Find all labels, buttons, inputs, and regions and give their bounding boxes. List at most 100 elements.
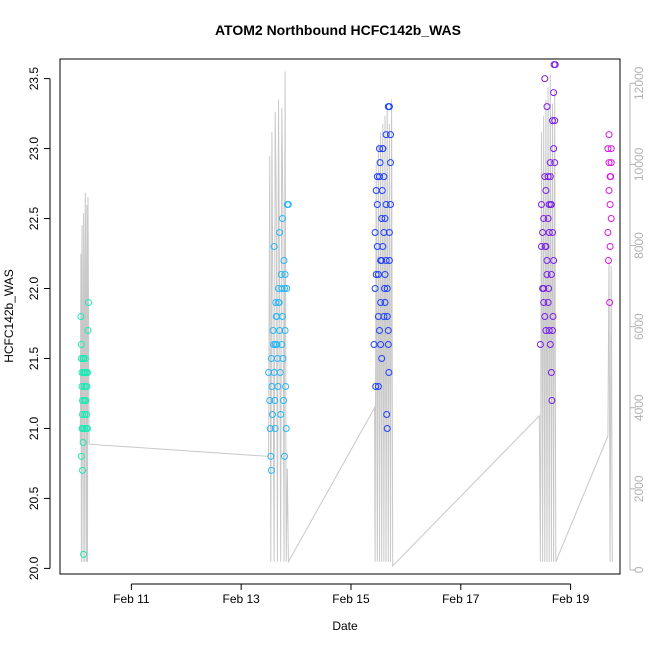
data-point — [380, 173, 388, 181]
data-point — [383, 313, 391, 320]
data-point — [385, 257, 393, 264]
data-point — [606, 201, 614, 208]
x-tick-label: Feb 11 — [113, 592, 150, 606]
data-point — [382, 201, 390, 208]
data-point — [282, 425, 290, 432]
data-point — [540, 285, 548, 292]
data-point — [382, 257, 390, 264]
altitude-line — [79, 71, 613, 568]
data-point — [376, 159, 384, 167]
data-point — [266, 397, 274, 404]
data-point — [78, 425, 86, 432]
data-point — [543, 271, 551, 278]
data-point — [79, 466, 86, 474]
data-point — [547, 369, 555, 376]
data-point — [376, 145, 383, 153]
data-point — [544, 173, 552, 181]
data-point — [382, 131, 390, 139]
data-point — [379, 243, 387, 250]
data-point — [269, 327, 277, 334]
y-axis-label: HCFC142b_WAS — [2, 269, 16, 363]
data-point — [80, 550, 88, 558]
data-point — [549, 327, 556, 334]
data-point — [380, 313, 388, 320]
data-point — [269, 411, 276, 418]
data-point — [550, 145, 558, 153]
y2-tick-label: 0 — [632, 566, 646, 573]
data-point — [84, 369, 91, 376]
data-point — [281, 452, 288, 460]
data-point — [371, 229, 379, 236]
data-point — [79, 355, 87, 362]
data-point — [273, 313, 281, 320]
data-point — [538, 201, 545, 208]
data-point — [278, 341, 286, 348]
data-point — [543, 103, 551, 111]
x-tick-label: Feb 13 — [222, 592, 260, 606]
data-point — [546, 341, 554, 348]
data-point — [78, 383, 86, 390]
data-point — [381, 271, 389, 278]
data-point — [541, 313, 549, 320]
data-point — [551, 61, 559, 69]
chart-title: ATOM2 Northbound HCFC142b_WAS — [215, 22, 461, 38]
data-point — [271, 397, 279, 404]
data-point — [279, 355, 287, 362]
data-point — [385, 229, 393, 236]
data-point — [541, 243, 549, 250]
data-point — [373, 173, 381, 181]
data-point — [278, 285, 286, 292]
data-point — [387, 201, 394, 208]
data-point — [550, 89, 558, 97]
data-point — [266, 425, 274, 432]
y-tick-label: 21.0 — [27, 416, 41, 440]
data-point — [542, 187, 550, 194]
y-tick-label: 21.5 — [27, 346, 41, 370]
data-point — [607, 215, 615, 222]
plot-frame — [59, 58, 621, 575]
data-point — [605, 131, 613, 139]
data-point — [376, 173, 383, 181]
data-point — [268, 383, 276, 390]
data-point — [271, 425, 279, 432]
data-point — [387, 131, 394, 139]
data-point — [370, 341, 378, 348]
data-point — [81, 397, 89, 404]
data-point — [276, 229, 284, 236]
data-point — [281, 285, 288, 292]
y-tick-label: 22.5 — [27, 207, 41, 231]
data-point — [80, 369, 88, 376]
altitude-layer — [79, 71, 613, 568]
data-point — [381, 299, 389, 306]
data-point — [85, 299, 92, 306]
data-point — [545, 327, 553, 334]
x-axis-label: Date — [332, 619, 358, 633]
data-point — [381, 215, 389, 222]
data-point — [77, 313, 85, 320]
data-point — [267, 452, 275, 460]
data-point — [378, 187, 386, 194]
axes-layer: 20.0 20.5 21.0 21.5 22.0 22.5 23.0 23.5 Feb 11 Fe… — [27, 66, 646, 606]
data-point — [607, 159, 615, 167]
data-point — [281, 271, 289, 278]
data-point — [605, 257, 612, 264]
data-point — [378, 257, 386, 264]
data-point — [383, 285, 391, 292]
data-point — [280, 257, 288, 264]
data-point — [385, 369, 393, 376]
y2-tick-label: 4000 — [632, 394, 646, 421]
data-point — [379, 145, 387, 153]
data-point — [544, 299, 552, 306]
data-point — [546, 159, 554, 167]
data-point — [546, 173, 554, 181]
data-point — [541, 75, 549, 83]
data-point — [606, 243, 614, 250]
y2-tick-label: 2000 — [632, 475, 646, 502]
data-point — [83, 383, 91, 390]
data-point — [538, 243, 545, 250]
data-point — [605, 187, 613, 194]
data-point — [276, 369, 284, 376]
data-point — [284, 201, 292, 208]
y2-tick-label: 6000 — [632, 313, 646, 340]
